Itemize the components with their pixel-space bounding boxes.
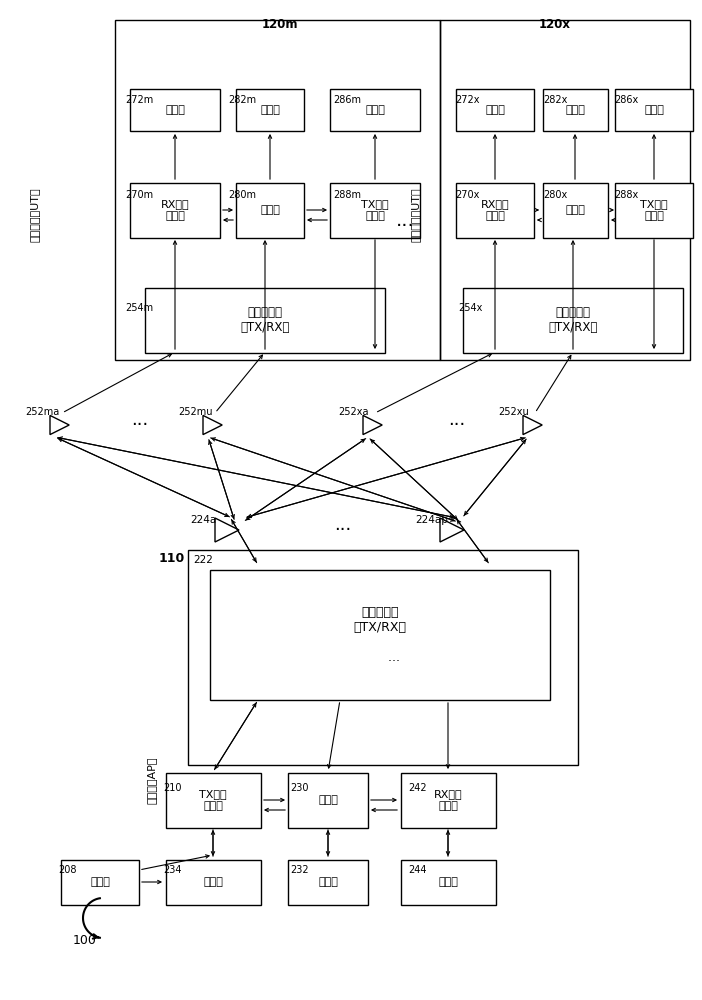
Text: 270m: 270m xyxy=(125,190,153,200)
Text: 用户终端（UT）: 用户终端（UT） xyxy=(411,188,421,242)
Text: 254m: 254m xyxy=(125,303,153,313)
Text: 收发器前端
（TX/RX）: 收发器前端 （TX/RX） xyxy=(240,306,290,334)
FancyBboxPatch shape xyxy=(615,182,693,237)
Text: 数据缓: 数据缓 xyxy=(485,105,505,115)
FancyBboxPatch shape xyxy=(463,288,683,353)
Text: 控制器: 控制器 xyxy=(565,205,585,215)
Text: 242: 242 xyxy=(408,783,427,793)
Text: 252mu: 252mu xyxy=(178,407,213,417)
Text: 接入点（AP）: 接入点（AP） xyxy=(147,756,157,804)
Text: 254x: 254x xyxy=(458,303,482,313)
FancyBboxPatch shape xyxy=(236,89,304,131)
Text: 234: 234 xyxy=(163,865,182,875)
Text: ...: ... xyxy=(396,211,414,230)
FancyBboxPatch shape xyxy=(543,182,607,237)
Bar xyxy=(440,20,690,360)
Text: 收发器前端
（TX/RX）

       ...: 收发器前端 （TX/RX） ... xyxy=(354,606,406,664)
FancyBboxPatch shape xyxy=(288,772,368,828)
FancyBboxPatch shape xyxy=(543,89,607,131)
Text: 230: 230 xyxy=(290,783,308,793)
FancyBboxPatch shape xyxy=(145,288,385,353)
Text: 272x: 272x xyxy=(455,95,479,105)
FancyBboxPatch shape xyxy=(61,859,139,904)
Text: 222: 222 xyxy=(193,555,213,565)
Text: 280m: 280m xyxy=(228,190,256,200)
Text: 270x: 270x xyxy=(455,190,479,200)
FancyBboxPatch shape xyxy=(456,89,534,131)
FancyBboxPatch shape xyxy=(166,859,260,904)
Text: 252ma: 252ma xyxy=(25,407,59,417)
Text: TX数据
处理器: TX数据 处理器 xyxy=(362,199,389,221)
FancyBboxPatch shape xyxy=(330,89,420,131)
Text: 数据缓: 数据缓 xyxy=(165,105,185,115)
FancyBboxPatch shape xyxy=(401,772,496,828)
Text: 252xa: 252xa xyxy=(338,407,369,417)
Text: TX数据
处理器: TX数据 处理器 xyxy=(199,789,227,811)
Text: 控制器: 控制器 xyxy=(260,205,280,215)
Text: 208: 208 xyxy=(58,865,77,875)
Text: 存储器: 存储器 xyxy=(565,105,585,115)
FancyBboxPatch shape xyxy=(210,570,550,700)
Text: 288m: 288m xyxy=(333,190,361,200)
Text: 存储器: 存储器 xyxy=(318,877,338,887)
Text: 288x: 288x xyxy=(614,190,638,200)
Text: 120x: 120x xyxy=(539,18,571,31)
Text: 110: 110 xyxy=(159,552,185,564)
Bar xyxy=(188,550,578,765)
FancyBboxPatch shape xyxy=(330,182,420,237)
FancyBboxPatch shape xyxy=(401,859,496,904)
Text: 数据源: 数据源 xyxy=(90,877,110,887)
Text: 224a: 224a xyxy=(190,515,216,525)
Text: ...: ... xyxy=(131,411,149,429)
Text: 用户终端（UT）: 用户终端（UT） xyxy=(30,188,40,242)
Text: RX数据
处理器: RX数据 处理器 xyxy=(434,789,463,811)
Text: ...: ... xyxy=(449,411,465,429)
FancyBboxPatch shape xyxy=(288,859,368,904)
Text: 210: 210 xyxy=(163,783,182,793)
Text: 存储器: 存储器 xyxy=(260,105,280,115)
Text: 282x: 282x xyxy=(543,95,567,105)
FancyBboxPatch shape xyxy=(615,89,693,131)
FancyBboxPatch shape xyxy=(456,182,534,237)
FancyBboxPatch shape xyxy=(166,772,260,828)
Text: TX数据
处理器: TX数据 处理器 xyxy=(640,199,668,221)
Text: 244: 244 xyxy=(408,865,427,875)
Bar xyxy=(115,20,440,360)
FancyBboxPatch shape xyxy=(130,182,220,237)
Text: 数据源: 数据源 xyxy=(365,105,385,115)
Text: 280x: 280x xyxy=(543,190,567,200)
Text: 调度器: 调度器 xyxy=(203,877,223,887)
Text: 120m: 120m xyxy=(262,18,298,31)
Text: 232: 232 xyxy=(290,865,309,875)
Text: 272m: 272m xyxy=(125,95,153,105)
Text: ...: ... xyxy=(334,516,352,534)
Text: 224ap: 224ap xyxy=(415,515,448,525)
Text: 252xu: 252xu xyxy=(498,407,529,417)
Text: 286m: 286m xyxy=(333,95,361,105)
Text: 控制器: 控制器 xyxy=(318,795,338,805)
Text: RX数据
处理器: RX数据 处理器 xyxy=(161,199,190,221)
FancyBboxPatch shape xyxy=(236,182,304,237)
Text: 数据源: 数据源 xyxy=(644,105,664,115)
Text: 数据缓: 数据缓 xyxy=(438,877,458,887)
Text: 100: 100 xyxy=(73,934,97,946)
Text: 282m: 282m xyxy=(228,95,256,105)
Text: 286x: 286x xyxy=(614,95,638,105)
Text: 收发器前端
（TX/RX）: 收发器前端 （TX/RX） xyxy=(548,306,597,334)
Text: RX数据
处理器: RX数据 处理器 xyxy=(481,199,510,221)
FancyBboxPatch shape xyxy=(130,89,220,131)
